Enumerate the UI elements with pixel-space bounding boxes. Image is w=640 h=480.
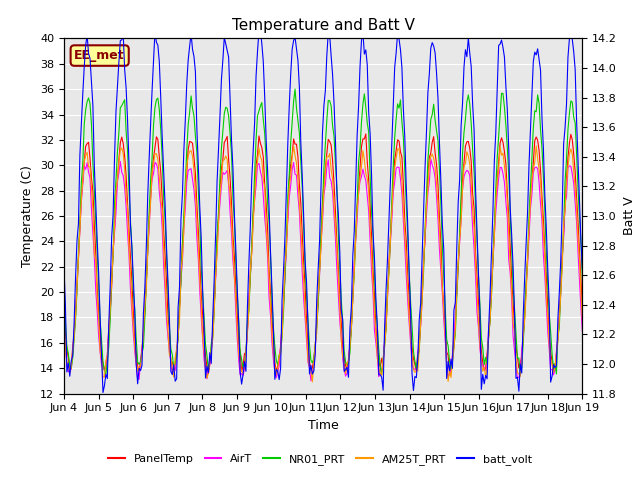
PanelTemp [362,131,370,137]
AM25T_PRT [124,205,131,211]
Legend: PanelTemp, AirT, NR01_PRT, AM25T_PRT, batt_volt: PanelTemp, AirT, NR01_PRT, AM25T_PRT, ba… [104,450,536,469]
AirT [124,229,131,235]
AirT [214,219,222,225]
PanelTemp [579,309,586,315]
batt_volt [579,266,586,272]
X-axis label: Time: Time [308,419,339,432]
batt_volt [234,287,241,292]
NR01_PRT [214,209,222,215]
Line: AirT: AirT [64,159,582,381]
PanelTemp [124,201,131,206]
Line: NR01_PRT: NR01_PRT [64,89,582,375]
PanelTemp [242,349,250,355]
AirT [287,182,294,188]
NR01_PRT [241,360,248,366]
AM25T_PRT [214,220,222,226]
NR01_PRT [579,277,586,283]
AM25T_PRT [232,297,239,303]
AM25T_PRT [532,143,540,149]
AM25T_PRT [287,173,294,179]
PanelTemp [552,351,560,357]
NR01_PRT [124,147,131,153]
Text: EE_met: EE_met [74,49,125,62]
batt_volt [216,114,224,120]
Line: batt_volt: batt_volt [64,29,582,393]
batt_volt [242,369,250,374]
Line: PanelTemp: PanelTemp [64,134,582,373]
batt_volt [99,390,107,396]
AM25T_PRT [60,322,68,327]
AM25T_PRT [579,317,586,323]
NR01_PRT [291,86,299,92]
AirT [579,329,586,335]
AirT [232,309,239,314]
Y-axis label: Batt V: Batt V [623,197,636,235]
Title: Temperature and Batt V: Temperature and Batt V [232,18,415,33]
NR01_PRT [378,372,385,378]
AirT [427,156,435,162]
NR01_PRT [60,280,68,286]
PanelTemp [216,188,224,193]
AirT [307,378,315,384]
PanelTemp [288,152,296,157]
PanelTemp [205,371,212,376]
batt_volt [288,47,296,52]
Y-axis label: Temperature (C): Temperature (C) [22,165,35,267]
batt_volt [567,26,575,32]
batt_volt [125,161,133,167]
NR01_PRT [287,140,294,145]
AM25T_PRT [552,350,560,356]
AirT [60,326,68,332]
AM25T_PRT [241,363,248,369]
batt_volt [551,365,559,371]
AM25T_PRT [308,379,316,385]
Line: AM25T_PRT: AM25T_PRT [64,146,582,382]
batt_volt [60,264,68,270]
PanelTemp [234,312,241,317]
PanelTemp [60,304,68,310]
NR01_PRT [232,260,239,266]
NR01_PRT [552,371,560,377]
AirT [552,348,560,354]
AirT [241,366,248,372]
